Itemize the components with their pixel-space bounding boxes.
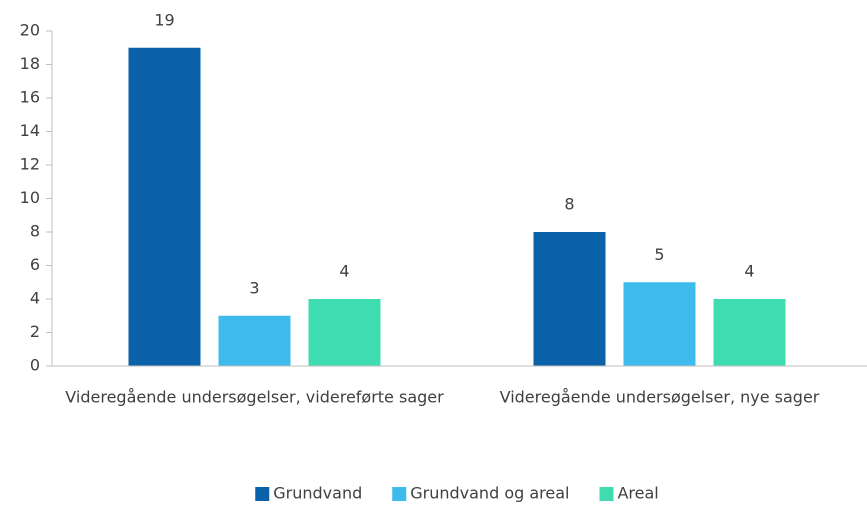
- value-label: 5: [654, 245, 664, 264]
- legend: Grundvand Grundvand og areal Areal: [255, 484, 659, 503]
- y-tick-label: 8: [30, 222, 40, 241]
- y-tick-label: 18: [20, 54, 40, 73]
- x-tick-label: Videregående undersøgelser, nye sager: [500, 388, 820, 407]
- bar: [623, 282, 696, 366]
- y-tick-label: 0: [30, 356, 40, 375]
- y-tick-label: 10: [20, 188, 40, 207]
- legend-swatch: [255, 487, 270, 501]
- value-label: 4: [339, 262, 349, 281]
- x-tick-label: Videregående undersøgelser, videreførte …: [65, 388, 444, 407]
- bar: [218, 315, 291, 366]
- legend-swatch: [599, 487, 614, 501]
- y-tick-label: 6: [30, 255, 40, 274]
- bar: [533, 232, 606, 366]
- value-label: 19: [154, 10, 174, 29]
- legend-label: Grundvand: [273, 484, 362, 503]
- value-label: 8: [564, 195, 574, 214]
- legend-label: Areal: [617, 484, 658, 503]
- bar: [713, 299, 786, 366]
- y-tick-label: 2: [30, 322, 40, 341]
- y-tick-label: 20: [20, 21, 40, 40]
- y-tick-label: 16: [20, 88, 40, 107]
- legend-label: Grundvand og areal: [410, 484, 569, 503]
- bar: [128, 47, 201, 366]
- y-tick-label: 14: [20, 121, 40, 140]
- y-tick-label: 4: [30, 289, 40, 308]
- legend-swatch: [392, 487, 407, 501]
- value-label: 4: [744, 262, 754, 281]
- value-label: 3: [249, 278, 259, 297]
- y-tick-label: 12: [20, 155, 40, 174]
- bar: [308, 299, 381, 366]
